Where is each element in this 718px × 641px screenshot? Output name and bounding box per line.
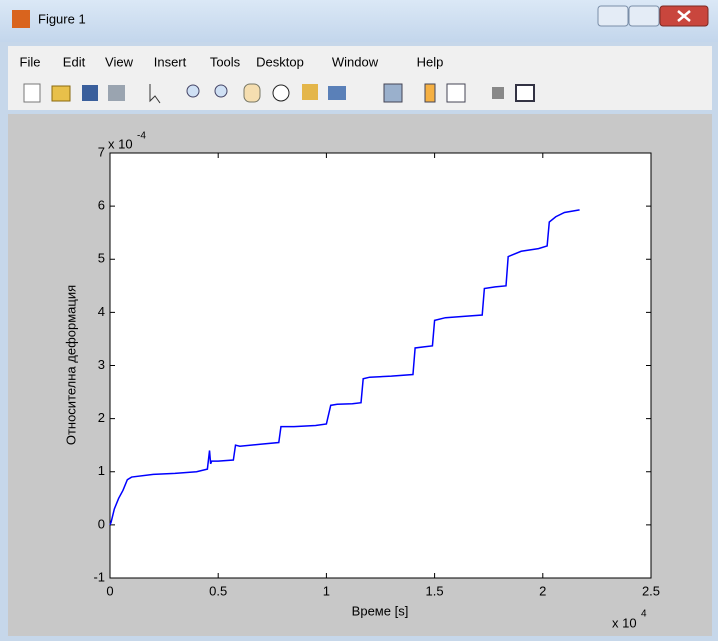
x-tick-label: 2.5 [642,583,660,598]
x-multiplier-exponent: 4 [641,609,647,620]
menu-item[interactable]: View [105,54,134,69]
y-tick-label: 4 [98,304,105,319]
y-tick-label: 5 [98,251,105,266]
y-tick-label: 3 [98,357,105,372]
tool-icon[interactable] [186,84,200,98]
menu-item[interactable]: Tools [210,54,241,69]
tool-icon[interactable] [328,86,346,100]
x-tick-label: 1.5 [426,583,444,598]
x-multiplier: x 10 [612,615,637,630]
tool-icon[interactable] [446,83,466,103]
tool-icon[interactable] [23,83,41,103]
y-tick-label: 7 [98,144,105,159]
data-line [109,209,580,526]
tool-icon[interactable] [243,83,261,103]
axes-box [109,152,652,579]
y-multiplier-exponent: -4 [137,131,146,142]
tool-icon[interactable] [214,84,228,98]
toolbar [23,83,535,104]
menu-item[interactable]: Window [332,54,379,69]
tool-icon[interactable] [51,85,71,102]
menu-item[interactable]: Edit [63,54,86,69]
y-tick-label: 0 [98,516,105,531]
tool-icon[interactable] [383,83,403,103]
menu-toolbar-area [8,46,712,110]
y-tick-label: 1 [98,463,105,478]
menu-bar: File Edit View Insert Tools Desktop Window Help [20,54,444,69]
maximize-button[interactable] [628,5,660,27]
tool-icon[interactable] [515,84,535,102]
menu-item[interactable]: File [20,54,41,69]
y-tick-label: 6 [98,198,105,213]
tool-icon[interactable] [272,84,290,102]
close-icon [677,10,691,22]
tool-icon[interactable] [424,83,436,103]
x-tick-label: 1 [323,583,330,598]
menu-item[interactable]: Desktop [256,54,304,69]
x-tick-label: 0 [106,583,113,598]
y-axis-label: Относителна деформация [63,285,78,445]
tool-icon[interactable] [149,84,161,104]
app-icon [12,10,30,28]
x-tick-label: 2 [539,583,546,598]
menu-item[interactable]: Insert [154,54,187,69]
y-multiplier: x 10 [108,136,133,151]
tool-icon[interactable] [302,84,318,100]
x-axis-label: Време [s] [352,603,409,618]
minimize-button[interactable] [597,5,629,27]
tool-icon[interactable] [108,85,125,101]
window-title: Figure 1 [38,11,86,26]
tool-icon[interactable] [492,87,504,99]
y-tick-label: -1 [93,569,105,584]
tool-icon[interactable] [82,85,98,101]
x-tick-label: 0.5 [209,583,227,598]
y-tick-label: 2 [98,410,105,425]
menu-item[interactable]: Help [417,54,444,69]
